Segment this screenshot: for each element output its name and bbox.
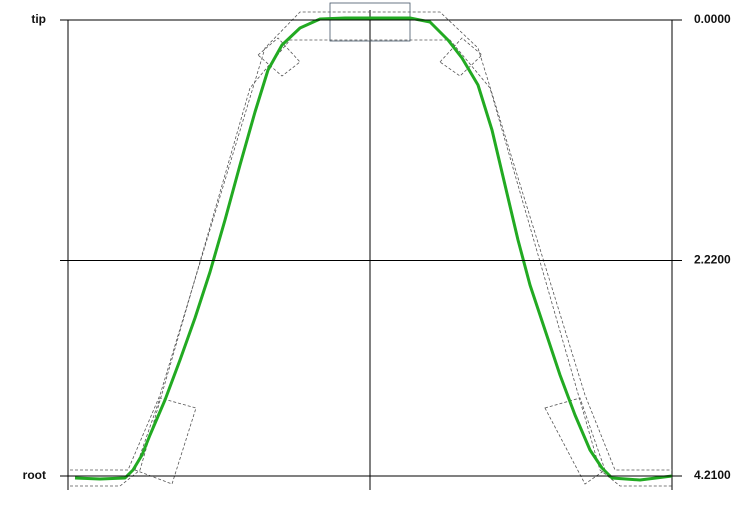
tolerance-envelope — [70, 39, 672, 487]
evaluation-box — [134, 397, 197, 485]
y-end-label: root — [23, 468, 46, 482]
y-tick-label: 4.2100 — [694, 468, 731, 482]
y-end-label: tip — [31, 12, 46, 26]
evaluation-box — [257, 37, 301, 77]
evaluation-box — [329, 2, 411, 42]
evaluation-box — [439, 37, 483, 77]
y-tick-label: 2.2200 — [694, 253, 731, 267]
profile-trace — [74, 16, 673, 482]
tolerance-envelope — [70, 11, 672, 471]
y-tick-label: 0.0000 — [694, 12, 731, 26]
